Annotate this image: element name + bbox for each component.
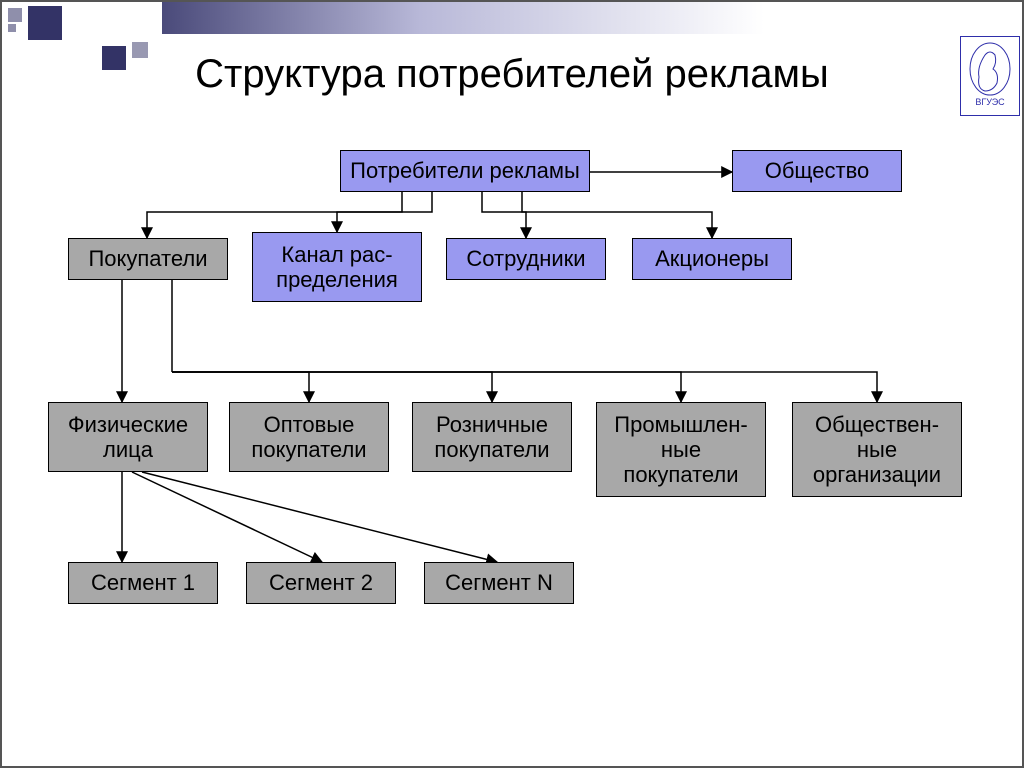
node-opt: Оптовыепокупатели <box>229 402 389 472</box>
edge-phys-segN <box>142 472 497 562</box>
node-indust: Промышлен-ныепокупатели <box>596 402 766 497</box>
node-root: Потребители рекламы <box>340 150 590 192</box>
node-public: Обществен-ныеорганизации <box>792 402 962 497</box>
node-phys: Физическиелица <box>48 402 208 472</box>
diagram-edges <box>2 2 1024 768</box>
node-seg1: Сегмент 1 <box>68 562 218 604</box>
deco-square <box>8 8 22 22</box>
node-buyers: Покупатели <box>68 238 228 280</box>
node-staff: Сотрудники <box>446 238 606 280</box>
logo-caption: ВГУЭС <box>975 97 1004 107</box>
edge-fan-public <box>172 372 877 402</box>
header-gradient <box>162 2 1022 34</box>
node-retail: Розничныепокупатели <box>412 402 572 472</box>
slide: ВГУЭС Структура потребителей рекламы Пот… <box>0 0 1024 768</box>
edge-fan-indust <box>172 372 681 402</box>
node-segN: Сегмент N <box>424 562 574 604</box>
edge-phys-seg2 <box>132 472 322 562</box>
node-seg2: Сегмент 2 <box>246 562 396 604</box>
edge-root-staff <box>482 192 526 238</box>
deco-square <box>8 24 16 32</box>
node-society: Общество <box>732 150 902 192</box>
edge-root-channel <box>337 192 432 232</box>
node-channel: Канал рас-пределения <box>252 232 422 302</box>
deco-square <box>28 6 62 40</box>
edge-fan-opt <box>172 372 309 402</box>
edge-root-share <box>522 192 712 238</box>
slide-title: Структура потребителей рекламы <box>2 52 1022 97</box>
edge-fan-retail <box>172 372 492 402</box>
node-share: Акционеры <box>632 238 792 280</box>
